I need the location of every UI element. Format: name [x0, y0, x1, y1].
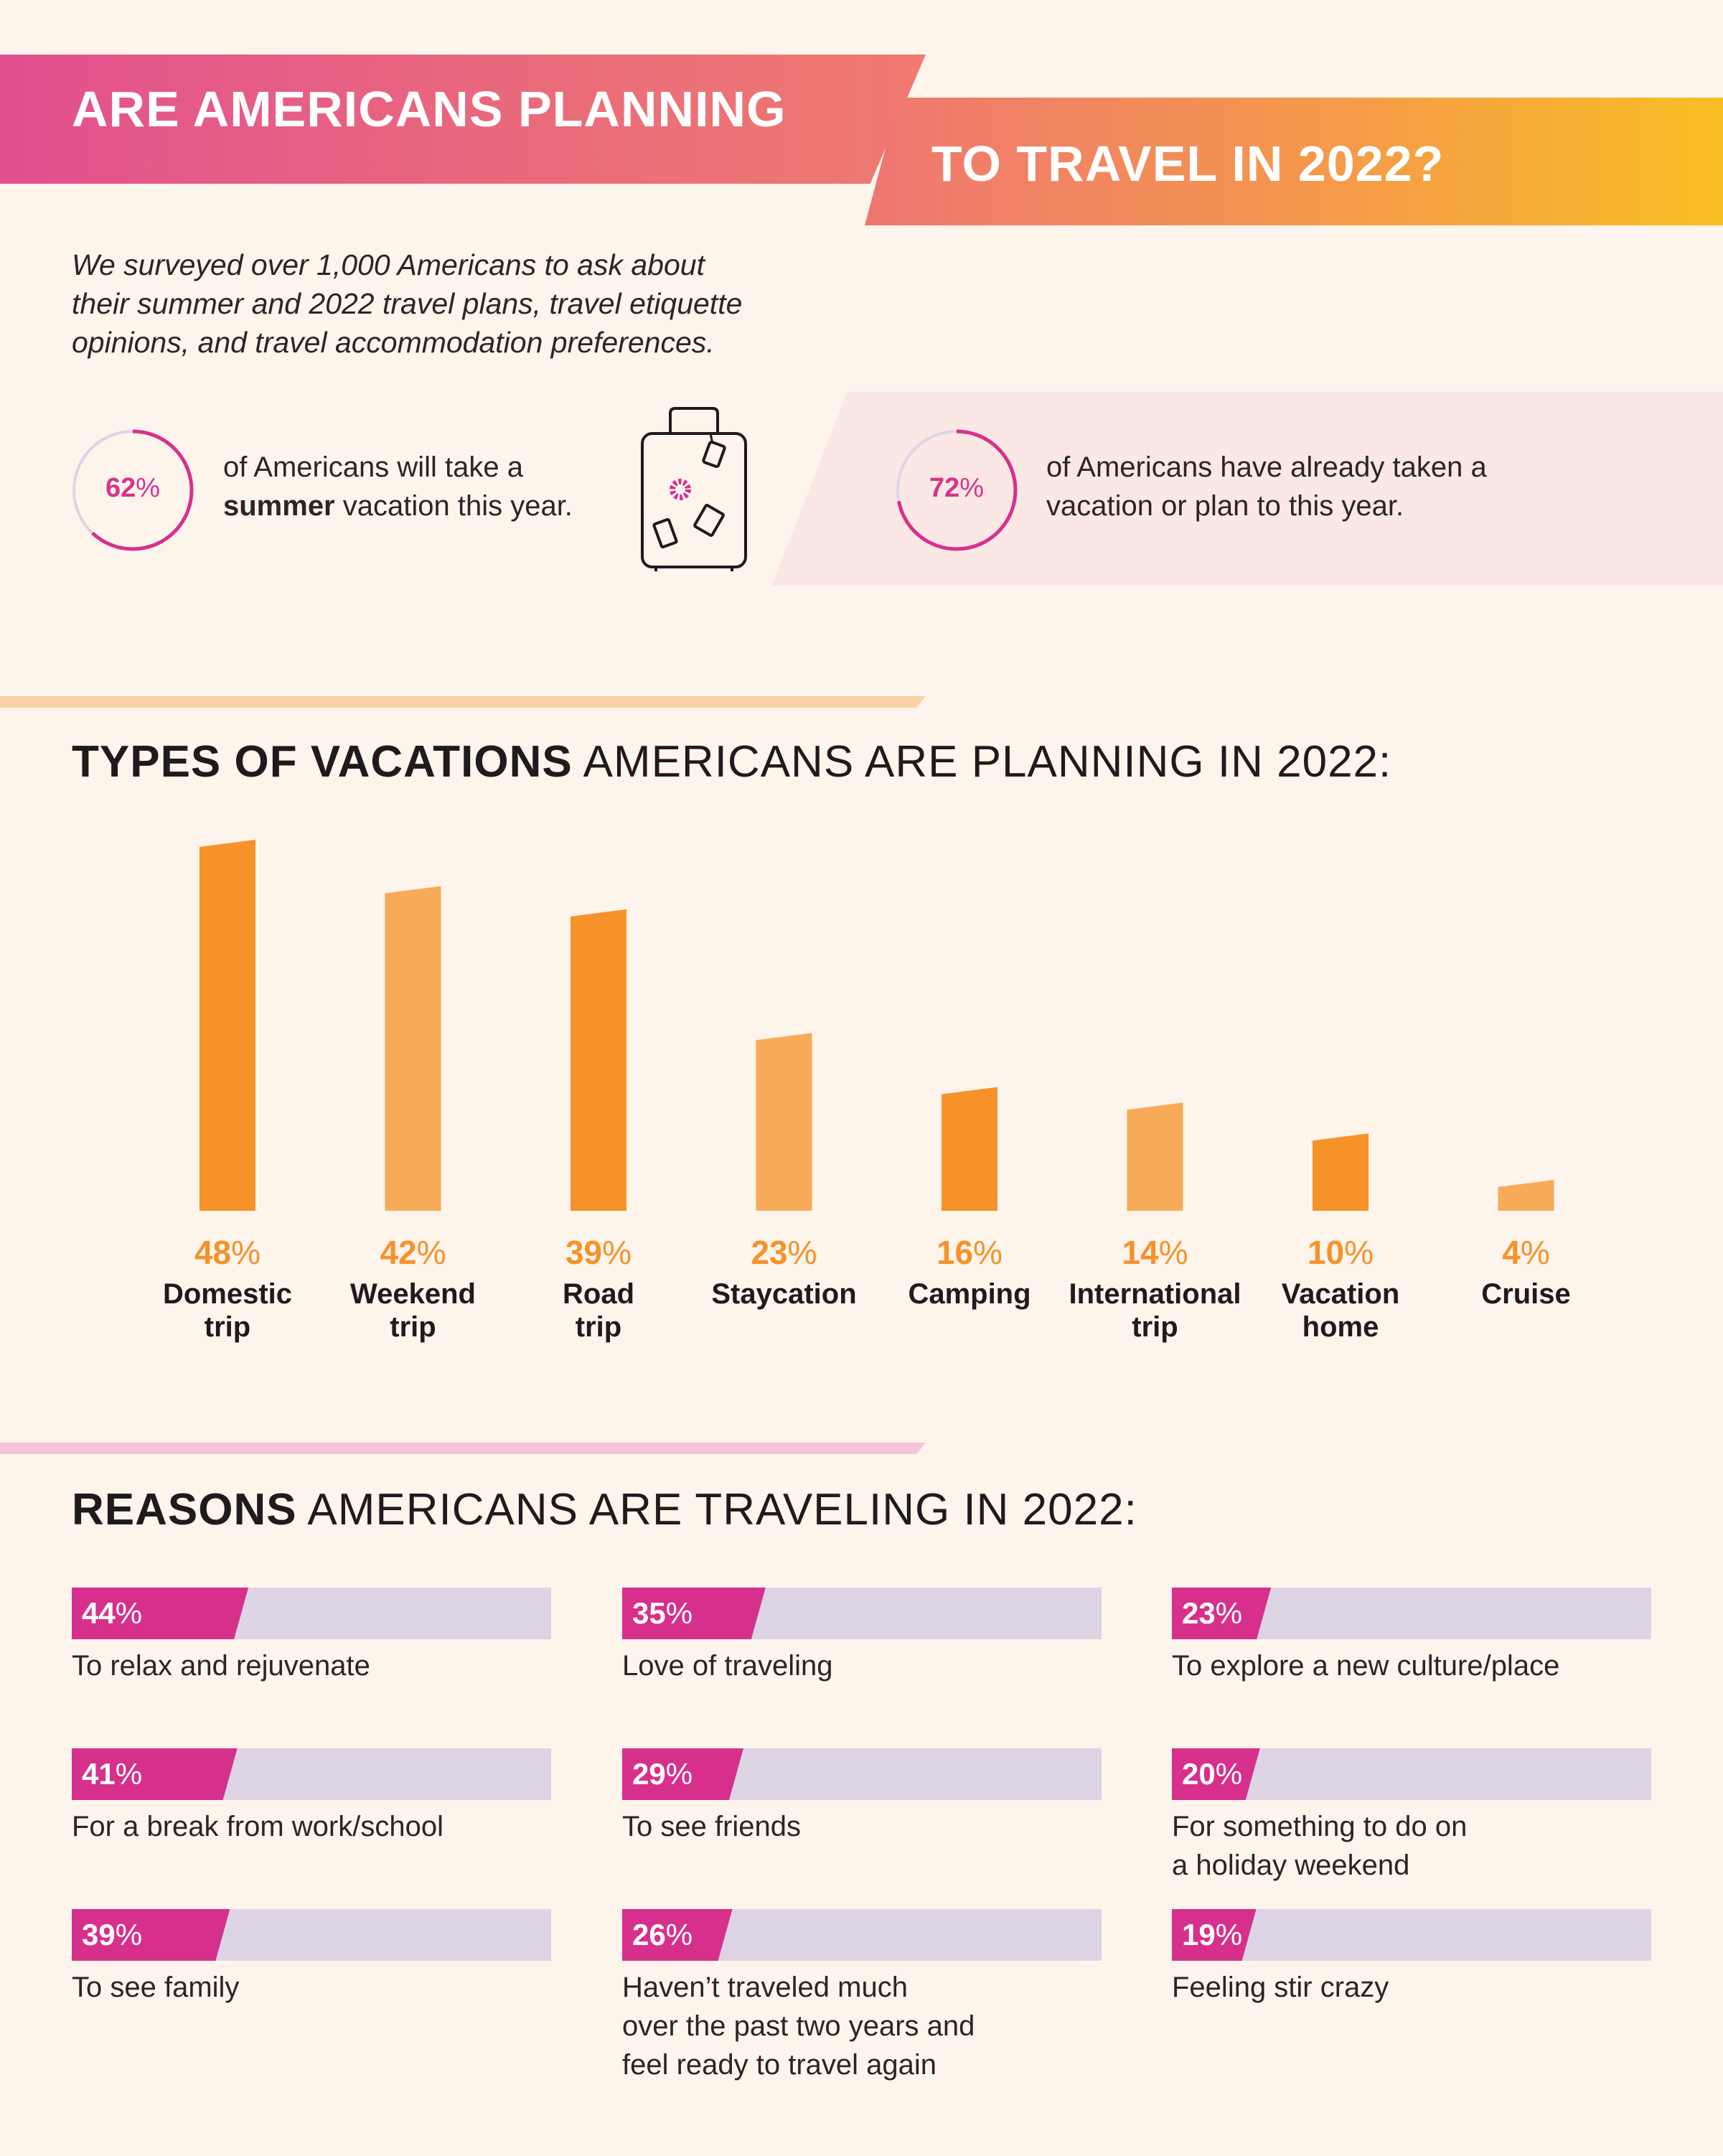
reason-label: To see family: [72, 1972, 240, 2003]
reason-label: For a break from work/school: [72, 1811, 443, 1842]
stat-value: 72%: [929, 473, 985, 503]
reason-bar-fill: [622, 1909, 733, 1961]
reason-bar: 26%: [622, 1909, 1102, 1961]
stat-value: 62%: [105, 473, 161, 503]
bar-category-label: Cruise: [1481, 1278, 1571, 1310]
bar-camping: [942, 1087, 997, 1211]
reason-bar-fill: [72, 1909, 230, 1961]
bar-value-label: 14%: [1122, 1234, 1188, 1271]
vacation-types-bar-chart: [199, 840, 1554, 1211]
bar-international-trip: [1127, 1102, 1183, 1211]
intro-line: We surveyed over 1,000 Americans to ask …: [72, 248, 705, 281]
section-divider: [0, 696, 926, 708]
title-banner-right: [865, 98, 1723, 225]
reason-bar-fill: [1172, 1909, 1257, 1961]
reason-percent: 19%: [1182, 1918, 1243, 1951]
reason-label: Love of traveling: [622, 1650, 833, 1682]
reason-bar-fill: [622, 1748, 743, 1800]
reason-percent: 29%: [632, 1757, 693, 1791]
bar-weekend-trip: [385, 886, 441, 1211]
section-title-reasons: REASONS AMERICANS ARE TRAVELING IN 2022:: [72, 1485, 1137, 1534]
bar-value-label: 42%: [380, 1234, 446, 1271]
reason-label: Feeling stir crazy: [1172, 1972, 1389, 2003]
section-title-vacation-types: TYPES OF VACATIONS AMERICANS ARE PLANNIN…: [72, 737, 1392, 787]
reason-bar: 19%: [1172, 1909, 1651, 1961]
reason-label: For something to do on a holiday weekend: [1172, 1811, 1468, 1881]
bar-value-label: 16%: [936, 1234, 1003, 1271]
reason-bar: 41%: [72, 1748, 551, 1800]
bar-value-label: 39%: [565, 1234, 632, 1271]
page-title-line1: ARE AMERICANS PLANNING: [72, 81, 787, 137]
reason-bar-fill: [622, 1588, 766, 1639]
page-title-line2: TO TRAVEL IN 2022?: [931, 136, 1445, 192]
bar-category-label: Vacation home: [1281, 1278, 1400, 1343]
stat-ring-72: [896, 429, 1018, 551]
bar-value-label: 23%: [751, 1234, 817, 1271]
reason-label: To relax and rejuvenate: [72, 1650, 370, 1682]
title-banner-left: [0, 55, 926, 184]
bar-category-label: Road trip: [563, 1278, 634, 1343]
reason-bar: 23%: [1172, 1588, 1651, 1639]
reason-label: Haven’t traveled much over the past two y…: [622, 1972, 975, 2081]
bar-category-label: Weekend trip: [350, 1278, 476, 1343]
reason-percent: 20%: [1182, 1757, 1243, 1791]
reason-bar-fill: [72, 1748, 238, 1800]
reason-label: To see friends: [622, 1811, 802, 1842]
reason-percent: 39%: [82, 1918, 143, 1951]
reason-percent: 35%: [632, 1596, 693, 1630]
reason-percent: 26%: [632, 1918, 693, 1951]
reason-bar-fill: [1172, 1588, 1272, 1639]
reason-bar: 35%: [622, 1588, 1102, 1639]
reason-bar: 39%: [72, 1909, 551, 1961]
bar-vacation-home: [1313, 1133, 1368, 1211]
bar-staycation: [756, 1033, 812, 1211]
reason-label: To explore a new culture/place: [1172, 1650, 1560, 1682]
reason-percent: 23%: [1182, 1596, 1243, 1630]
bar-value-label: 48%: [194, 1234, 261, 1271]
section-divider: [0, 1443, 926, 1454]
reason-percent: 44%: [82, 1596, 143, 1630]
bar-category-label: Camping: [908, 1278, 1031, 1310]
reason-bar: 20%: [1172, 1748, 1651, 1800]
bar-road-trip: [571, 909, 626, 1211]
intro-line: opinions, and travel accommodation prefe…: [72, 326, 715, 359]
bar-domestic-trip: [199, 840, 255, 1211]
bar-category-label: Staycation: [711, 1278, 857, 1310]
reason-percent: 41%: [82, 1757, 143, 1791]
stat-panel-background: [771, 392, 1723, 586]
bar-value-label: 4%: [1502, 1234, 1550, 1271]
bar-value-label: 10%: [1307, 1234, 1374, 1271]
reason-bar: 44%: [72, 1588, 551, 1639]
reason-bar-fill: [72, 1588, 249, 1639]
stat-ring-62: [72, 429, 194, 551]
bar-cruise: [1498, 1179, 1554, 1211]
intro-text: We surveyed over 1,000 Americans to ask …: [72, 245, 861, 362]
stat-description: of Americans will take a summer vacation…: [223, 451, 573, 522]
bar-category-label: International trip: [1069, 1278, 1241, 1343]
reason-bar: 29%: [622, 1748, 1102, 1800]
bar-category-label: Domestic trip: [162, 1278, 293, 1343]
reason-bar-fill: [1172, 1748, 1260, 1800]
stat-description: of Americans have already taken a vacati…: [1046, 451, 1487, 522]
intro-line: their summer and 2022 travel plans, trav…: [72, 287, 743, 320]
suitcase-icon: [641, 407, 747, 571]
